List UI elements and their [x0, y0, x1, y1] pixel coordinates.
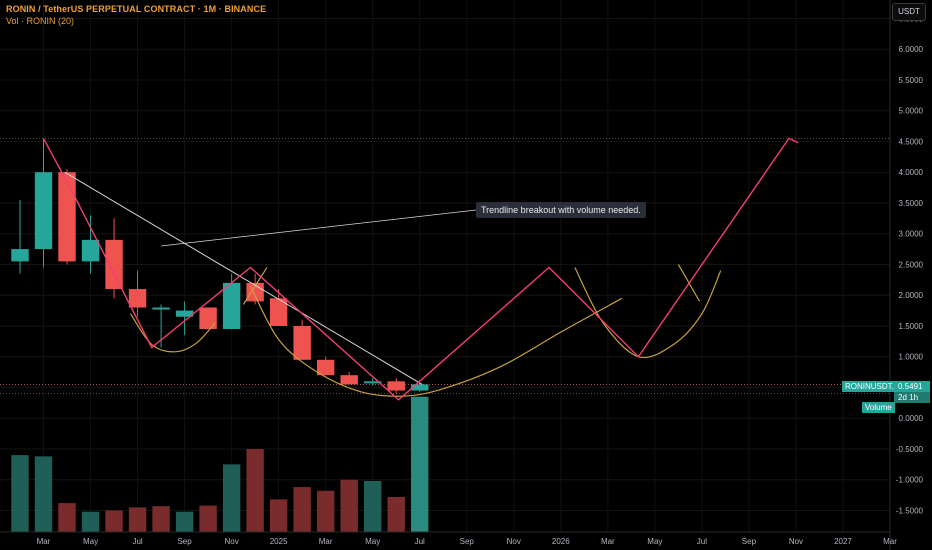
x-tick-label: May [83, 537, 98, 546]
cup-curve [242, 267, 268, 305]
x-tick-label: Mar [37, 537, 51, 546]
volume-bar [411, 396, 429, 532]
forecast-path [42, 137, 799, 401]
y-tick-label: 2.5000 [899, 260, 924, 269]
y-tick-label: -1.5000 [896, 506, 924, 515]
y-tick-label: 5.5000 [899, 76, 924, 85]
volume-bar [58, 503, 76, 532]
candle-body [58, 172, 76, 262]
y-tick-label: 4.5000 [899, 137, 924, 146]
candle-body [128, 289, 147, 308]
candle-body [222, 282, 241, 330]
x-tick-label: Mar [601, 537, 615, 546]
currency-button[interactable]: USDT [892, 3, 926, 21]
y-tick-label: 1.5000 [899, 322, 924, 331]
candlesticks [11, 138, 429, 394]
volume-bar [363, 480, 382, 532]
symbol-price-tag: RONINUSDT.P [842, 381, 903, 392]
volume-bar [222, 464, 241, 532]
candle-body [199, 307, 217, 330]
x-tick-label: Nov [789, 537, 803, 546]
x-tick-label: May [647, 537, 662, 546]
volume-bar [293, 487, 311, 532]
x-tick-label: 2026 [552, 537, 570, 546]
y-tick-label: -1.0000 [896, 476, 924, 485]
volume-bar [128, 507, 147, 532]
volume-bar [387, 496, 405, 532]
candle-body [316, 359, 335, 376]
candle-body [340, 375, 358, 385]
cup-curve [130, 313, 216, 353]
volume-bar [340, 479, 358, 532]
y-tick-label: 5.0000 [899, 107, 924, 116]
annotation-connector [161, 209, 477, 247]
volume-bar [81, 511, 100, 532]
x-tick-label: Jul [697, 537, 707, 546]
reference-lines [0, 137, 890, 395]
candle-body [269, 298, 288, 326]
candle-body [34, 172, 53, 250]
volume-bars [11, 396, 429, 532]
volume-bar [246, 448, 264, 532]
volume-bar [11, 455, 29, 532]
time-axis[interactable]: Mar May Jul Sep Nov 2025 Mar May Jul Sep Nov 2026 Ma… [0, 531, 897, 546]
candle-body [81, 239, 100, 262]
drawings [42, 137, 799, 401]
symbol-title: RONIN / TetherUS PERPETUAL CONTRACT · 1M… [6, 4, 267, 14]
y-tick-label: 4.0000 [899, 168, 924, 177]
annotation-callout[interactable]: Trendline breakout with volume needed. [476, 202, 646, 218]
y-tick-label: 3.0000 [899, 230, 924, 239]
volume-bar [269, 499, 288, 532]
candle-body [11, 249, 29, 262]
grid-lines [0, 0, 891, 532]
x-tick-label: Sep [177, 537, 192, 546]
y-tick-label: 3.5000 [899, 199, 924, 208]
volume-indicator-label[interactable]: Vol · RONIN (20) [6, 16, 75, 26]
y-tick-label: 1.0000 [899, 353, 924, 362]
candle-body [387, 381, 405, 391]
x-tick-label: May [365, 537, 380, 546]
candle-body [175, 310, 194, 317]
volume-bar [175, 511, 194, 532]
x-tick-label: 2027 [834, 537, 852, 546]
volume-bar [105, 510, 123, 532]
y-tick-label: 0.0000 [899, 414, 924, 423]
candle-body [363, 381, 382, 384]
y-tick-label: -0.5000 [896, 445, 924, 454]
y-tick-label: 6.0000 [899, 45, 924, 54]
x-tick-label: Mar [319, 537, 333, 546]
volume-tag: Volume [862, 402, 895, 413]
candle-body [411, 384, 429, 391]
candle-body [293, 325, 311, 360]
x-tick-label: Sep [460, 537, 475, 546]
x-tick-label: Sep [742, 537, 757, 546]
y-tick-label: 2.0000 [899, 291, 924, 300]
x-tick-label: Nov [507, 537, 521, 546]
x-tick-label: Mar [883, 537, 897, 546]
trendline [64, 171, 423, 385]
volume-bar [34, 456, 53, 532]
volume-bar [316, 490, 335, 532]
x-tick-label: Jul [132, 537, 142, 546]
volume-bar [199, 505, 217, 532]
last-price-tag: 0.5491 [894, 381, 930, 392]
candle-body [105, 239, 123, 290]
x-tick-label: Nov [224, 537, 238, 546]
bar-countdown-tag: 2d 1h [894, 392, 930, 403]
x-tick-label: Jul [415, 537, 425, 546]
candle-body [152, 307, 170, 310]
x-tick-label: 2025 [270, 537, 288, 546]
price-axis[interactable]: 6.50006.00005.50005.00004.50004.00003.50… [889, 0, 924, 550]
volume-bar [152, 506, 170, 532]
